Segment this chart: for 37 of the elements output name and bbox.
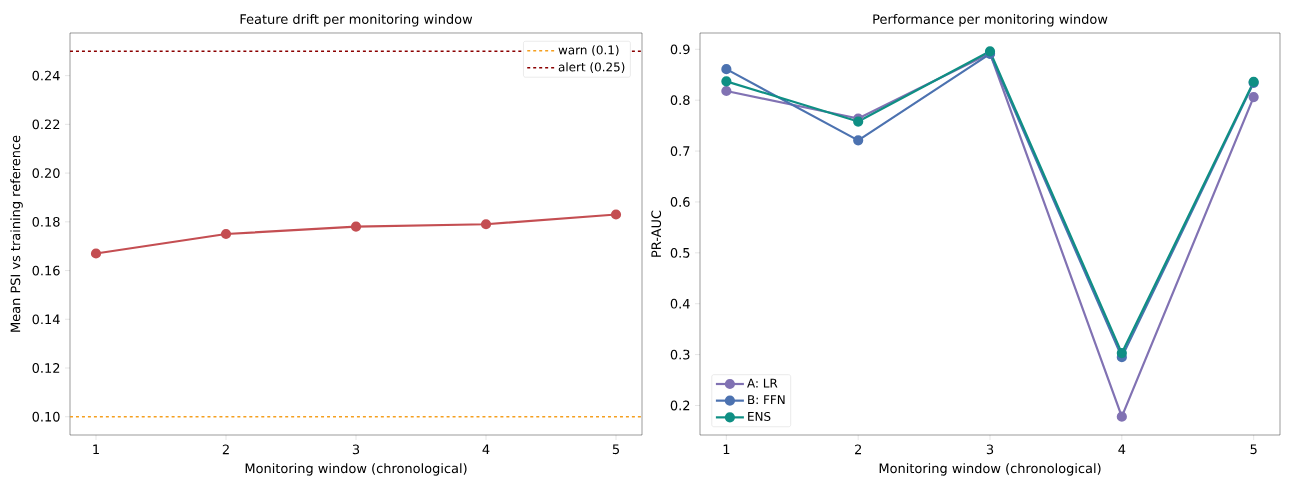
x-tick-label: 5 xyxy=(612,444,619,455)
legend-label: A: LR xyxy=(747,378,778,388)
legend-label: alert (0.25) xyxy=(558,62,625,73)
y-tick-label: 0.9 xyxy=(670,44,690,55)
x-axis-title: Monitoring window (chronological) xyxy=(245,463,467,476)
x-tick-label: 3 xyxy=(352,444,360,455)
y-tick-label: 0.3 xyxy=(670,349,690,360)
x-tick-label: 1 xyxy=(723,444,730,454)
y-tick-label: 0.7 xyxy=(670,146,690,156)
x-tick-label: 4 xyxy=(482,444,490,454)
legend-label: ENS xyxy=(748,411,771,421)
x-tick-label: 2 xyxy=(222,444,229,455)
y-tick-label: 0.10 xyxy=(32,411,60,422)
y-tick-label: 0.5 xyxy=(670,247,690,258)
y-tick-label: 0.14 xyxy=(32,314,60,325)
y-tick-label: 0.8 xyxy=(670,95,690,106)
y-tick-label: 0.6 xyxy=(670,197,690,207)
y-tick-label: 0.12 xyxy=(32,363,60,373)
legend-label: B: FFN xyxy=(748,395,785,405)
x-tick-label: 3 xyxy=(986,444,994,455)
y-tick-label: 0.24 xyxy=(32,70,60,81)
y-axis-title: Mean PSI vs training reference xyxy=(10,135,23,332)
x-tick-label: 1 xyxy=(93,444,99,454)
chart-title: Performance per monitoring window xyxy=(873,13,1108,27)
y-tick-label: 0.4 xyxy=(670,298,690,309)
y-tick-label: 0.16 xyxy=(32,265,60,276)
x-tick-label: 2 xyxy=(855,444,862,455)
x-tick-label: 5 xyxy=(1250,444,1257,455)
y-axis-title: PR-AUC xyxy=(651,210,662,257)
legend-label: warn (0.1) xyxy=(558,45,619,56)
chart-title: Feature drift per monitoring window xyxy=(240,13,473,27)
x-tick-label: 4 xyxy=(1118,444,1126,454)
y-tick-label: 0.18 xyxy=(32,216,60,227)
y-tick-label: 0.20 xyxy=(32,168,60,178)
y-tick-label: 0.2 xyxy=(670,400,690,411)
y-tick-label: 0.22 xyxy=(32,119,60,130)
x-axis-title: Monitoring window (chronological) xyxy=(879,463,1101,476)
